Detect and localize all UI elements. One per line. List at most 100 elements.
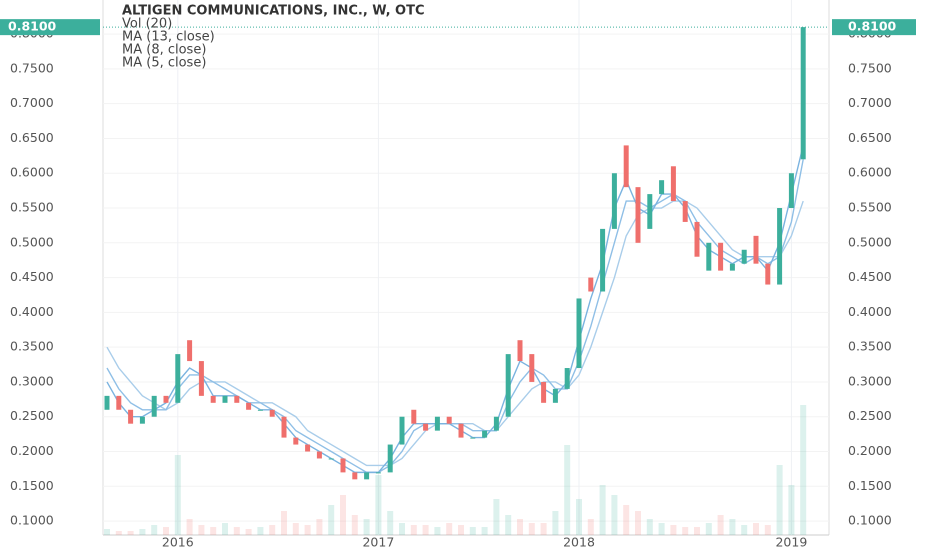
candle-body xyxy=(446,416,452,424)
candle-body xyxy=(210,395,216,403)
y-tick-label-right: 0.4500 xyxy=(848,269,892,284)
volume-bar xyxy=(222,523,228,535)
volume-bar xyxy=(611,495,618,535)
y-tick-label: 0.4000 xyxy=(10,304,54,319)
volume-bar xyxy=(104,529,110,535)
candle-body xyxy=(741,249,747,264)
volume-bar xyxy=(233,527,240,535)
y-tick-label: 0.3000 xyxy=(10,373,54,388)
candle-body xyxy=(387,444,393,473)
candle-body xyxy=(328,458,334,460)
x-tick-label: 2019 xyxy=(775,535,807,550)
candle-body xyxy=(788,173,794,209)
y-tick-label-right: 0.5000 xyxy=(848,234,892,249)
candle-body xyxy=(694,221,700,257)
candle-body xyxy=(623,145,629,188)
candle-body xyxy=(777,208,783,285)
volume-bar xyxy=(210,527,217,535)
y-tick-label: 0.7500 xyxy=(10,60,54,75)
candle-body xyxy=(682,201,688,222)
candle-body xyxy=(541,381,547,403)
volume-bar xyxy=(422,525,429,535)
volume-bar xyxy=(729,519,736,535)
volume-bar xyxy=(115,531,122,535)
candle-body xyxy=(423,423,429,431)
candle-body xyxy=(505,354,511,417)
volume-bar xyxy=(127,531,134,535)
volume-bar xyxy=(257,527,264,535)
candle-body xyxy=(305,444,311,452)
y-tick-label: 0.3500 xyxy=(10,339,54,354)
candle-body xyxy=(116,395,122,410)
y-tick-label: 0.6000 xyxy=(10,165,54,180)
volume-bar xyxy=(564,445,571,535)
candle-body xyxy=(517,340,523,362)
y-tick-label: 0.5000 xyxy=(10,234,54,249)
y-tick-label: 0.1000 xyxy=(10,513,54,528)
candle-body xyxy=(493,416,499,431)
candle-body xyxy=(576,298,582,369)
candle-body xyxy=(552,388,558,403)
candle-body xyxy=(729,263,735,271)
volume-bar xyxy=(163,527,169,535)
volume-bar xyxy=(587,519,594,535)
candle-body xyxy=(281,416,287,438)
candle-body xyxy=(175,354,181,403)
volume-bar xyxy=(304,525,311,535)
candle-body xyxy=(163,395,169,403)
legend-ma8: MA (8, close) xyxy=(122,43,206,58)
volume-bar xyxy=(340,495,346,535)
candle-body xyxy=(635,187,641,243)
volume-bar xyxy=(599,485,606,535)
candle-body xyxy=(718,242,724,271)
candle-body xyxy=(316,451,322,459)
volume-bar xyxy=(328,505,335,535)
y-tick-label-right: 0.3000 xyxy=(848,373,892,388)
candle-body xyxy=(246,402,252,410)
candle-body xyxy=(257,409,263,411)
volume-bar xyxy=(646,519,653,535)
candle-body xyxy=(187,340,193,362)
volume-bar xyxy=(174,455,181,535)
y-tick-label-right: 0.5500 xyxy=(848,200,892,215)
candle-body xyxy=(482,430,488,438)
volume-bar xyxy=(292,523,299,535)
volume-bar xyxy=(469,527,476,535)
volume-bar xyxy=(399,523,405,535)
volume-bar xyxy=(800,405,807,535)
y-tick-label-right: 0.7500 xyxy=(848,60,892,75)
volume-bar xyxy=(316,519,323,535)
y-tick-label-right: 0.4000 xyxy=(848,304,892,319)
y-tick-label-right: 0.7000 xyxy=(848,95,892,110)
volume-bar xyxy=(410,525,417,535)
volume-bar xyxy=(682,527,689,535)
y-tick-label-right: 0.3500 xyxy=(848,339,892,354)
candle-body xyxy=(470,437,476,439)
volume-bar xyxy=(540,523,547,535)
y-tick-label: 0.5500 xyxy=(10,200,54,215)
candle-body xyxy=(293,437,299,445)
volume-bar xyxy=(635,511,641,535)
candle-body xyxy=(364,472,370,480)
legend-ma13: MA (13, close) xyxy=(122,30,215,45)
volume-bar xyxy=(528,523,535,535)
candle-body xyxy=(198,361,204,396)
candle-body xyxy=(128,409,134,424)
volume-bar xyxy=(753,523,759,535)
candle-body xyxy=(222,395,228,403)
x-tick-label: 2018 xyxy=(563,535,595,550)
y-tick-label-right: 0.6000 xyxy=(848,165,892,180)
volume-bar xyxy=(151,525,158,535)
volume-bar xyxy=(741,525,748,535)
candle-body xyxy=(800,27,806,160)
candle-body xyxy=(139,416,145,424)
candle-body xyxy=(600,228,606,292)
candle-body xyxy=(151,395,157,417)
volume-bar xyxy=(186,519,193,535)
volume-bar xyxy=(434,527,441,535)
volume-bar xyxy=(375,475,382,535)
candle-body xyxy=(659,180,665,195)
last-price-label-right: 0.8100 xyxy=(848,19,897,34)
candle-body xyxy=(340,458,346,473)
